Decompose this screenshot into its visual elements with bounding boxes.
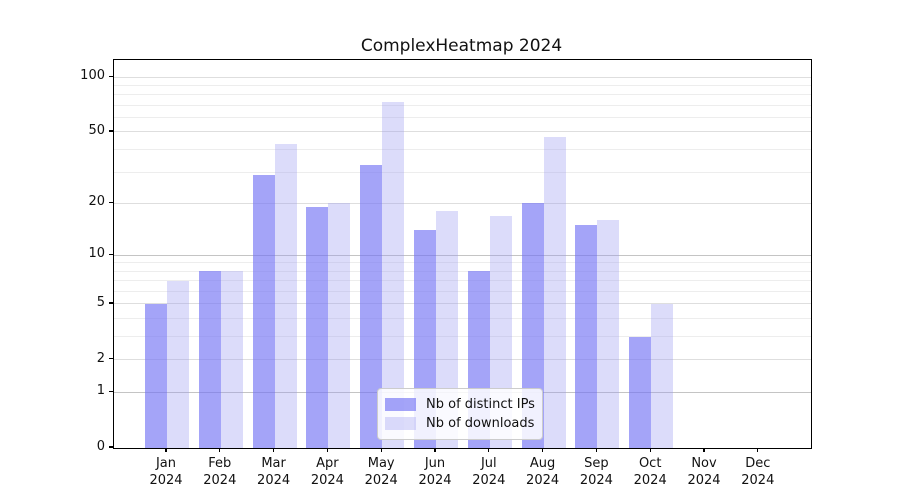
minor-gridline: [114, 149, 811, 151]
bar-distinct-ips: [521, 203, 544, 448]
bar-distinct-ips: [575, 225, 598, 448]
bar-distinct-ips: [252, 174, 275, 448]
y-tick-mark: [109, 446, 113, 448]
bar-downloads: [543, 136, 566, 448]
legend-swatch-distinct-ips: [385, 398, 416, 411]
bar-distinct-ips: [629, 336, 652, 448]
minor-gridline: [114, 117, 811, 119]
plot-area: [113, 59, 812, 449]
legend-label-downloads: Nb of downloads: [426, 416, 535, 431]
x-tick-label: Feb 2024: [203, 456, 237, 488]
x-tick-label: Oct 2024: [633, 456, 667, 488]
x-tick-mark: [434, 448, 436, 452]
x-tick-label: Mar 2024: [257, 456, 291, 488]
x-tick-mark: [757, 448, 759, 452]
legend-row-ips: Nb of distinct IPs: [385, 397, 535, 412]
bar-downloads: [382, 102, 405, 448]
minor-gridline: [114, 318, 811, 320]
x-tick-label: Jan 2024: [149, 456, 183, 488]
x-tick-mark: [542, 448, 544, 452]
x-tick-mark: [273, 448, 275, 452]
y-tick-mark: [109, 253, 113, 255]
y-tick-label: 2: [96, 350, 105, 366]
bar-downloads: [597, 220, 620, 448]
x-tick-label: Sep 2024: [579, 456, 613, 488]
minor-gridline: [114, 85, 811, 86]
x-tick-mark: [595, 448, 597, 452]
y-tick-label: 100: [80, 68, 105, 84]
chart-title: ComplexHeatmap 2024: [360, 36, 563, 56]
x-tick-mark: [649, 448, 651, 452]
minor-gridline: [114, 270, 811, 272]
bar-distinct-ips: [145, 304, 167, 448]
x-tick-label: Jun 2024: [418, 456, 452, 488]
bar-downloads: [328, 203, 351, 448]
minor-gridline: [114, 336, 811, 338]
minor-gridline: [114, 171, 811, 173]
y-tick-label: 50: [88, 123, 105, 139]
y-tick-mark: [109, 130, 113, 132]
bar-distinct-ips: [360, 164, 383, 448]
x-tick-mark: [219, 448, 221, 452]
x-tick-label: Jul 2024: [472, 456, 506, 488]
major-gridline: [114, 202, 811, 204]
bar-downloads: [220, 271, 243, 448]
major-gridline: [114, 303, 811, 305]
bar-downloads: [274, 143, 297, 448]
y-tick-mark: [109, 75, 113, 77]
legend-swatch-downloads: [385, 417, 416, 430]
y-tick-label: 5: [96, 295, 105, 310]
bar-downloads: [167, 280, 189, 448]
minor-gridline: [114, 291, 811, 293]
major-gridline: [114, 254, 811, 256]
minor-gridline: [114, 262, 811, 264]
legend: Nb of distinct IPs Nb of downloads: [377, 388, 543, 440]
x-tick-mark: [703, 448, 705, 452]
major-gridline: [114, 359, 811, 361]
y-tick-mark: [109, 390, 113, 392]
x-tick-mark: [488, 448, 490, 452]
major-gridline: [114, 131, 811, 133]
major-gridline: [114, 76, 811, 78]
y-tick-mark: [109, 358, 113, 360]
legend-label-distinct-ips: Nb of distinct IPs: [426, 397, 535, 412]
y-tick-label: 1: [96, 383, 105, 399]
bar-downloads: [651, 304, 674, 448]
x-tick-mark: [165, 448, 167, 452]
x-tick-label: Aug 2024: [526, 456, 560, 488]
legend-row-downloads: Nb of downloads: [385, 416, 534, 431]
x-tick-mark: [326, 448, 328, 452]
x-tick-label: May 2024: [364, 456, 398, 488]
minor-gridline: [114, 280, 811, 282]
x-tick-mark: [380, 448, 382, 452]
x-tick-label: Dec 2024: [741, 456, 775, 488]
y-tick-label: 10: [88, 246, 105, 262]
y-tick-mark: [109, 201, 113, 203]
y-tick-label: 20: [88, 194, 105, 210]
x-tick-label: Apr 2024: [310, 456, 344, 488]
minor-gridline: [114, 104, 811, 106]
bar-distinct-ips: [306, 207, 329, 448]
x-tick-label: Nov 2024: [687, 456, 721, 488]
minor-gridline: [114, 94, 811, 96]
bar-distinct-ips: [198, 271, 221, 448]
y-tick-label: 0: [96, 439, 105, 454]
y-tick-mark: [109, 302, 113, 304]
